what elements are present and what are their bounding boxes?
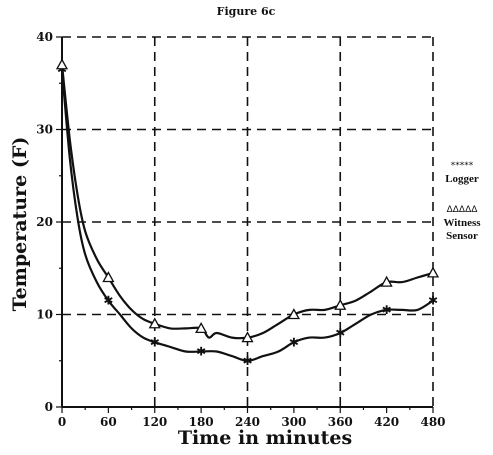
series-line-logger	[60, 69, 434, 362]
series-logger: ✱✱✱✱✱✱✱✱✱	[57, 62, 438, 367]
x-tick-label: 300	[281, 415, 306, 429]
grid-lines	[62, 36, 434, 407]
chart-title: Figure 6c	[217, 5, 276, 18]
x-tick-label: 420	[374, 415, 399, 429]
data-point-triangle	[426, 266, 440, 278]
y-tick-label: 0	[45, 400, 53, 414]
legend-symbol-witness-sensor: ΔΔΔΔΔ	[447, 205, 479, 215]
legend-label-witness-sensor: Sensor	[446, 230, 478, 242]
x-tick-label: 480	[420, 415, 445, 429]
data-point-star: ✱	[103, 294, 113, 308]
x-tick-label: 120	[142, 415, 167, 429]
y-tick-label: 30	[36, 123, 53, 137]
x-tick-label: 0	[58, 415, 66, 429]
x-tick-label: 180	[189, 415, 214, 429]
data-point-triangle	[55, 58, 69, 70]
data-point-star: ✱	[428, 294, 438, 308]
x-tick-label: 60	[100, 415, 117, 429]
data-point-star: ✱	[382, 303, 392, 317]
data-point-star: ✱	[335, 326, 345, 340]
y-tick-label: 20	[36, 215, 53, 229]
y-tick-label: 10	[36, 308, 53, 322]
tick-labels: 0 60 120 180 240 300 360 420 480 0 10 20 30 40	[36, 30, 445, 429]
legend-entry-logger: ***** Logger	[445, 161, 479, 185]
data-point-triangle	[102, 271, 115, 283]
data-point-star: ✱	[196, 345, 206, 359]
data-point-triangle	[241, 331, 254, 343]
y-axis-label: Temperature (F)	[9, 137, 31, 312]
x-tick-label: 240	[235, 415, 260, 429]
data-point-star: ✱	[150, 335, 160, 349]
legend-label-logger: Logger	[445, 173, 479, 185]
legend-label-witness-sensor: Witness	[443, 217, 481, 229]
series-witness-sensor	[55, 58, 440, 343]
y-tick-label: 40	[36, 30, 53, 44]
data-point-triangle	[380, 275, 393, 287]
data-point-triangle	[334, 298, 347, 310]
data-point-triangle	[287, 308, 300, 320]
data-point-star: ✱	[289, 335, 299, 349]
data-point-star: ✱	[242, 354, 252, 368]
data-series: ✱✱✱✱✱✱✱✱✱	[55, 58, 440, 368]
x-tick-label: 360	[328, 415, 353, 429]
data-point-triangle	[195, 322, 208, 334]
data-point-triangle	[148, 317, 161, 329]
series-line-witness-sensor	[60, 64, 434, 340]
legend-symbol-logger: *****	[451, 161, 474, 171]
axes	[56, 36, 434, 413]
x-axis-label: Time in minutes	[178, 427, 352, 449]
